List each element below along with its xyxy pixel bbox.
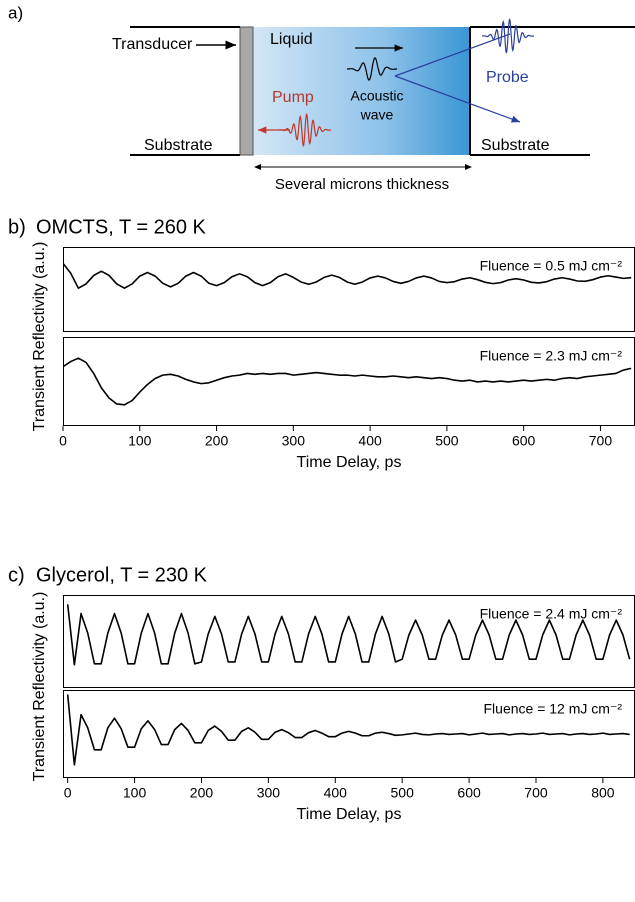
wave-packet (347, 57, 397, 81)
transducer-layer (239, 26, 254, 156)
x-tick-label: 100 (128, 433, 152, 449)
fluence-annotation: Fluence = 0.5 mJ cm⁻² (480, 258, 623, 274)
left-substrate (130, 26, 240, 156)
x-tick-label: 500 (391, 785, 415, 801)
x-tick-label: 0 (59, 433, 67, 449)
panel-label: a) (8, 3, 23, 22)
substrate-label: Substrate (481, 137, 550, 154)
y-axis-label: Transient Reflectivity (a.u.) (31, 592, 48, 782)
panel-label: b) (8, 216, 26, 238)
plot-area (63, 357, 632, 406)
fluence-annotation: Fluence = 2.3 mJ cm⁻² (480, 348, 623, 364)
x-tick-label: 400 (324, 785, 348, 801)
x-tick-label: 600 (457, 785, 481, 801)
plot-area (63, 262, 632, 289)
wave-packet (279, 112, 331, 148)
x-axis-label: Time Delay, ps (297, 454, 402, 471)
data-line (66, 604, 631, 666)
x-tick-label: 500 (435, 433, 459, 449)
x-tick-label: 700 (589, 433, 613, 449)
x-tick-label: 800 (591, 785, 615, 801)
data-line (66, 694, 630, 766)
plot-area (66, 604, 631, 666)
panel-title: Glycerol, T = 230 K (36, 564, 208, 586)
x-tick-label: 200 (205, 433, 229, 449)
pump-label: Pump (272, 89, 314, 106)
acoustic-label: wave (360, 107, 394, 123)
x-tick-label: 700 (524, 785, 548, 801)
x-tick-label: 0 (64, 785, 72, 801)
x-tick-label: 300 (282, 433, 306, 449)
acoustic-label: Acoustic (351, 88, 404, 104)
x-tick-label: 100 (123, 785, 147, 801)
x-tick-label: 200 (190, 785, 214, 801)
plot-area (66, 694, 630, 766)
setup-diagram: a) Transducer Liquid Pump Acoustic wave … (8, 3, 635, 193)
right-substrate (469, 26, 635, 156)
panel-label: c) (8, 564, 25, 586)
x-tick-label: 300 (257, 785, 281, 801)
probe-label: Probe (486, 69, 529, 86)
fluence-annotation: Fluence = 12 mJ cm⁻² (484, 701, 623, 717)
x-axis-label: Time Delay, ps (297, 806, 402, 823)
x-tick-label: 600 (512, 433, 536, 449)
probe-incident (394, 33, 511, 77)
transducer-label: Transducer (112, 36, 193, 53)
data-line (63, 357, 632, 406)
y-axis-label: Transient Reflectivity (a.u.) (31, 242, 48, 432)
x-tick-label: 400 (358, 433, 382, 449)
thickness-label: Several microns thickness (275, 176, 449, 193)
liquid-label: Liquid (270, 31, 313, 48)
probe-reflected (394, 75, 521, 123)
fluence-annotation: Fluence = 2.4 mJ cm⁻² (480, 606, 623, 622)
substrate-label: Substrate (144, 137, 213, 154)
wave-packet (482, 18, 534, 54)
data-line (63, 262, 632, 289)
panel-title: OMCTS, T = 260 K (36, 216, 207, 238)
